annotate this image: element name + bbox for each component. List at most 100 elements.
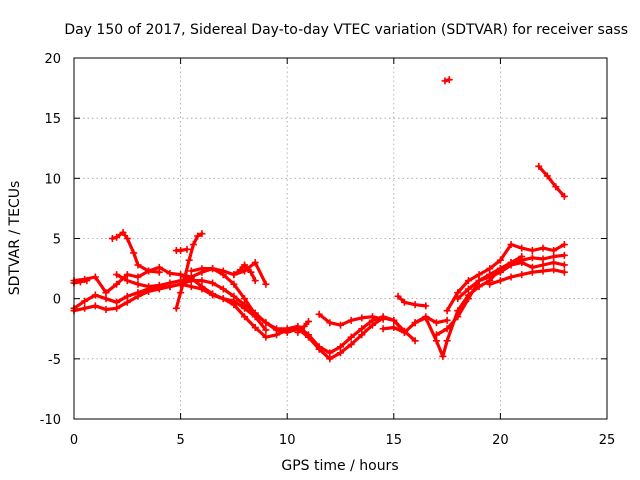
data-point: [113, 304, 121, 312]
data-point: [475, 271, 483, 279]
data-point: [230, 297, 238, 305]
data-point: [518, 259, 526, 267]
data-point: [134, 273, 142, 281]
x-tick-label: 5: [176, 433, 184, 448]
data-point: [390, 324, 398, 332]
series-track-8: [172, 245, 191, 255]
data-point: [209, 265, 217, 273]
data-point: [454, 295, 462, 303]
data-point: [507, 261, 515, 269]
data-point: [496, 277, 504, 285]
data-point: [379, 325, 387, 333]
data-point: [198, 230, 206, 238]
data-point: [443, 307, 451, 315]
data-point: [113, 271, 121, 279]
data-point: [315, 345, 323, 353]
data-point: [439, 352, 447, 360]
data-point: [486, 273, 494, 281]
data-point: [337, 321, 344, 329]
data-point: [528, 268, 536, 276]
data-point: [326, 349, 334, 357]
series-track-21: [441, 76, 453, 85]
data-point: [432, 319, 440, 327]
data-point: [454, 313, 462, 321]
data-point: [123, 277, 131, 285]
series-track-11: [315, 310, 387, 329]
data-point: [326, 355, 334, 363]
data-point: [134, 292, 142, 300]
data-point: [432, 331, 440, 339]
x-tick-label: 10: [279, 433, 296, 448]
data-point: [83, 277, 91, 285]
data-point: [560, 251, 568, 259]
data-point: [262, 280, 270, 288]
data-point: [507, 241, 515, 249]
data-point: [422, 302, 430, 310]
data-point: [123, 292, 131, 300]
data-point: [187, 267, 195, 275]
data-point: [464, 277, 472, 285]
data-point: [560, 268, 568, 276]
data-point: [294, 328, 302, 336]
data-point: [155, 268, 163, 276]
data-point: [123, 235, 131, 242]
data-point: [358, 325, 366, 333]
data-point: [247, 268, 255, 276]
x-tick-label: 0: [70, 433, 78, 448]
data-point: [454, 289, 462, 297]
data-point: [219, 285, 227, 293]
series-line: [537, 164, 566, 198]
data-point: [337, 343, 344, 351]
series-track-17: [443, 241, 568, 315]
y-tick-label: 10: [44, 172, 61, 187]
data-point: [337, 349, 344, 357]
data-point: [550, 259, 558, 267]
y-tick-label: 0: [53, 293, 61, 308]
data-point: [496, 256, 504, 264]
data-point: [251, 324, 259, 332]
data-point: [108, 235, 116, 242]
data-point: [507, 273, 515, 281]
data-point: [411, 301, 419, 309]
data-point: [155, 281, 163, 289]
data-point: [315, 310, 323, 318]
data-point: [283, 326, 291, 334]
data-point: [102, 289, 110, 297]
data-point: [443, 337, 451, 345]
data-point: [209, 279, 217, 287]
data-point: [539, 261, 547, 269]
data-point: [486, 280, 494, 288]
data-point: [368, 313, 376, 321]
data-point: [443, 316, 451, 324]
data-point: [189, 241, 197, 249]
data-point: [198, 265, 206, 273]
axis-ticks: 0 5 10 15 20 25 -10 -5 0 5 10 15 20: [40, 52, 616, 448]
series-track-5: [108, 228, 163, 276]
data-point: [172, 304, 180, 312]
x-tick-label: 15: [386, 433, 403, 448]
series-line: [413, 267, 502, 358]
data-point: [102, 295, 110, 303]
data-point: [241, 295, 249, 303]
data-point: [230, 280, 238, 288]
data-point: [445, 76, 453, 84]
data-point: [241, 267, 249, 275]
x-tick-label: 25: [599, 433, 616, 448]
data-series: [70, 76, 568, 363]
y-tick-label: 5: [53, 233, 61, 248]
data-point: [464, 295, 472, 303]
data-point: [464, 285, 472, 293]
y-tick-label: -5: [48, 353, 61, 368]
data-point: [241, 304, 249, 312]
data-point: [432, 337, 440, 345]
series-track-12: [294, 318, 313, 336]
data-point: [560, 241, 568, 249]
data-point: [166, 279, 174, 287]
data-point: [185, 256, 193, 264]
data-point: [198, 283, 206, 291]
data-point: [113, 298, 121, 306]
data-point: [241, 261, 249, 269]
data-point: [251, 277, 259, 285]
data-point: [194, 232, 202, 240]
